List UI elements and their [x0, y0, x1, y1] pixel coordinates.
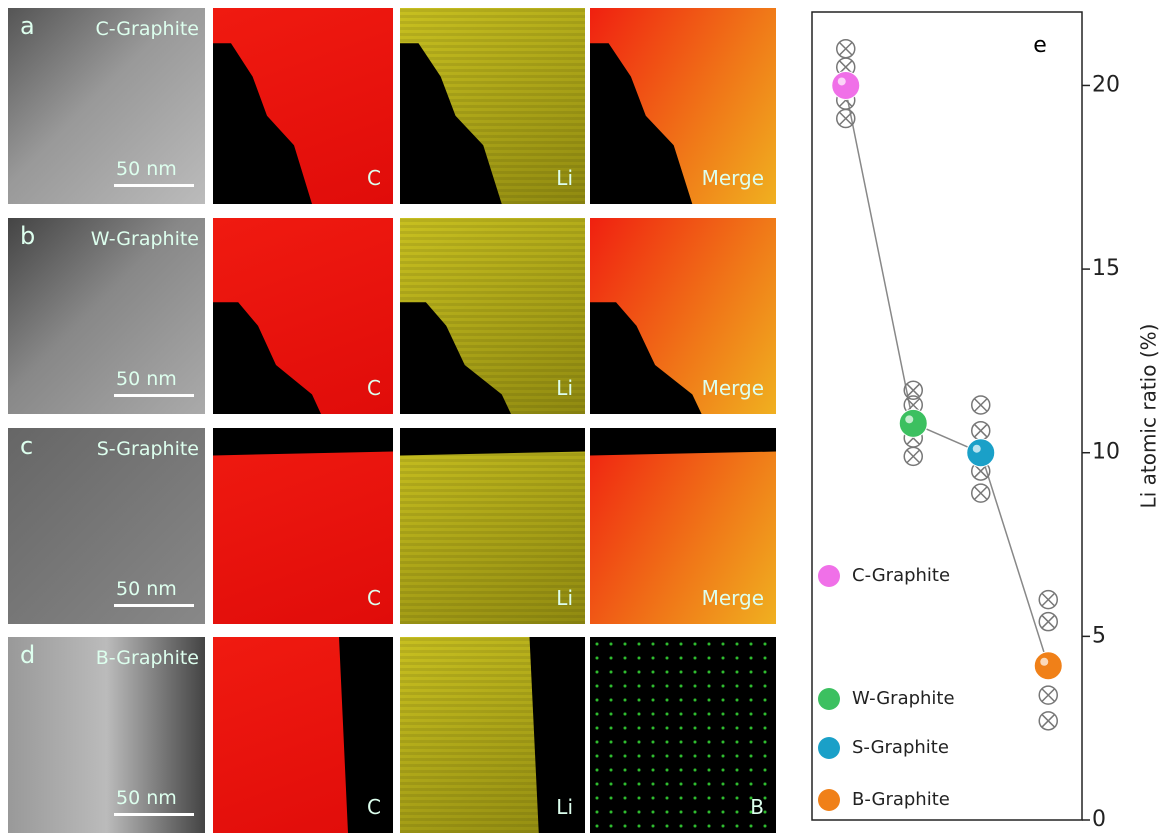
y-axis-title: Li atomic ratio (%) — [1137, 324, 1161, 509]
measurement-marker — [1039, 686, 1057, 704]
panel-letter: d — [20, 641, 35, 669]
scale-bar — [114, 394, 194, 397]
map-label: B — [750, 795, 764, 819]
legend-label: S-Graphite — [852, 737, 949, 758]
scale-bar — [114, 184, 194, 187]
element-map: Li — [400, 637, 585, 833]
highlight — [905, 415, 913, 423]
scale-label: 50 nm — [116, 368, 177, 390]
measurement-marker — [837, 110, 855, 128]
measurement-marker — [904, 381, 922, 399]
map-label: Merge — [702, 376, 764, 400]
element-map: Li — [400, 8, 585, 204]
measurement-marker — [904, 447, 922, 465]
map-label: C — [367, 376, 381, 400]
sample-label: S-Graphite — [97, 438, 199, 460]
legend-label: B-Graphite — [852, 789, 950, 810]
map-label: Merge — [702, 166, 764, 190]
element-map: C — [213, 218, 393, 414]
element-map: Merge — [590, 8, 776, 204]
legend-label: C-Graphite — [852, 565, 950, 586]
legend-label: W-Graphite — [852, 688, 955, 709]
measurement-marker — [837, 40, 855, 58]
scale-bar — [114, 604, 194, 607]
legend-swatch — [818, 565, 840, 587]
map-label: C — [367, 586, 381, 610]
panel-letter: a — [20, 12, 35, 40]
scale-label: 50 nm — [116, 578, 177, 600]
sample-label: B-Graphite — [96, 647, 199, 669]
measurement-marker — [972, 422, 990, 440]
tem-image: b W-Graphite 50 nm — [8, 218, 205, 414]
map-label: C — [367, 166, 381, 190]
mean-point — [967, 439, 995, 467]
y-tick-label: 20 — [1092, 72, 1120, 97]
plot-frame — [812, 12, 1082, 820]
element-map: C — [213, 637, 393, 833]
measurement-marker — [837, 91, 855, 109]
mask-region — [213, 428, 393, 624]
scale-label: 50 nm — [116, 787, 177, 809]
mean-point — [1034, 652, 1062, 680]
map-label: Li — [556, 376, 573, 400]
tem-image: a C-Graphite 50 nm — [8, 8, 205, 204]
measurement-marker — [1039, 613, 1057, 631]
mean-line — [845, 85, 1049, 665]
highlight — [1040, 658, 1048, 666]
sample-label: W-Graphite — [91, 228, 199, 250]
tem-image: d B-Graphite 50 nm — [8, 637, 205, 833]
measurement-marker — [837, 58, 855, 76]
mask-region — [213, 637, 393, 833]
mask-region — [213, 218, 393, 414]
panel-label: e — [1033, 33, 1047, 58]
measurement-marker — [904, 429, 922, 447]
mean-point — [832, 71, 860, 99]
map-label: C — [367, 795, 381, 819]
measurement-marker — [1039, 591, 1057, 609]
scale-label: 50 nm — [116, 158, 177, 180]
element-map: C — [213, 428, 393, 624]
mask-region — [213, 8, 393, 204]
highlight — [838, 77, 846, 85]
element-map: Merge — [590, 218, 776, 414]
figure: a C-Graphite 50 nm C Li Merge b W-Graphite 50 nm… — [0, 0, 1174, 832]
legend-swatch — [818, 737, 840, 759]
legend-swatch — [818, 789, 840, 811]
tem-image: c S-Graphite 50 nm — [8, 428, 205, 624]
measurement-marker — [1039, 712, 1057, 730]
map-label: Li — [556, 166, 573, 190]
map-label: Li — [556, 586, 573, 610]
y-tick-label: 15 — [1092, 256, 1120, 281]
map-label: Li — [556, 795, 573, 819]
scale-bar — [114, 813, 194, 816]
sample-label: C-Graphite — [95, 18, 199, 40]
y-tick-label: 5 — [1092, 623, 1106, 648]
element-map: Li — [400, 428, 585, 624]
measurement-marker — [904, 396, 922, 414]
panel-letter: b — [20, 222, 35, 250]
measurement-marker — [972, 462, 990, 480]
y-tick-label: 10 — [1092, 440, 1120, 465]
element-map: Li — [400, 218, 585, 414]
legend-swatch — [818, 688, 840, 710]
y-tick-label: 0 — [1092, 807, 1106, 832]
map-label: Merge — [702, 586, 764, 610]
panel-letter: c — [20, 432, 33, 460]
highlight — [973, 445, 981, 453]
measurement-marker — [972, 396, 990, 414]
measurement-marker — [972, 484, 990, 502]
element-map: B — [590, 637, 776, 833]
element-map: Merge — [590, 428, 776, 624]
mean-point — [899, 409, 927, 437]
element-map: C — [213, 8, 393, 204]
